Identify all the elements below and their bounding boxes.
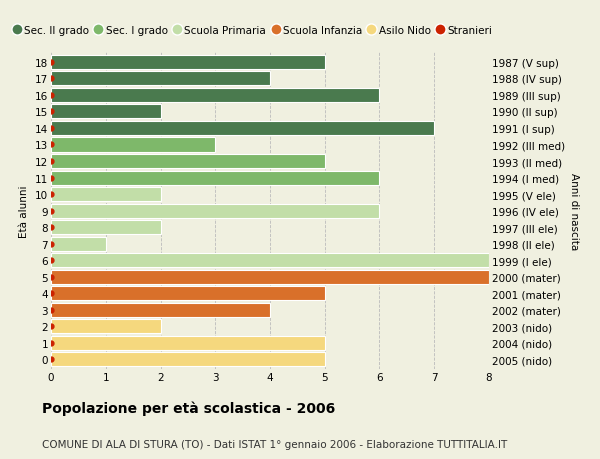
Bar [51, 221, 161, 235]
Bar [51, 155, 325, 168]
Legend: Sec. II grado, Sec. I grado, Scuola Primaria, Scuola Infanzia, Asilo Nido, Stran: Sec. II grado, Sec. I grado, Scuola Prim… [8, 22, 496, 40]
Bar [51, 286, 325, 301]
Bar [51, 270, 489, 284]
Text: Popolazione per età scolastica - 2006: Popolazione per età scolastica - 2006 [42, 401, 335, 415]
Y-axis label: Anni di nascita: Anni di nascita [569, 173, 579, 250]
Bar [51, 72, 270, 86]
Bar [51, 204, 379, 218]
Bar [51, 122, 434, 136]
Text: COMUNE DI ALA DI STURA (TO) - Dati ISTAT 1° gennaio 2006 - Elaborazione TUTTITAL: COMUNE DI ALA DI STURA (TO) - Dati ISTAT… [42, 439, 507, 449]
Bar [51, 353, 325, 367]
Bar [51, 138, 215, 152]
Bar [51, 171, 379, 185]
Bar [51, 319, 161, 334]
Bar [51, 254, 489, 268]
Y-axis label: Età alunni: Età alunni [19, 185, 29, 237]
Bar [51, 105, 161, 119]
Bar [51, 188, 161, 202]
Bar [51, 336, 325, 350]
Bar [51, 303, 270, 317]
Bar [51, 89, 379, 103]
Bar [51, 237, 106, 251]
Bar [51, 56, 325, 70]
